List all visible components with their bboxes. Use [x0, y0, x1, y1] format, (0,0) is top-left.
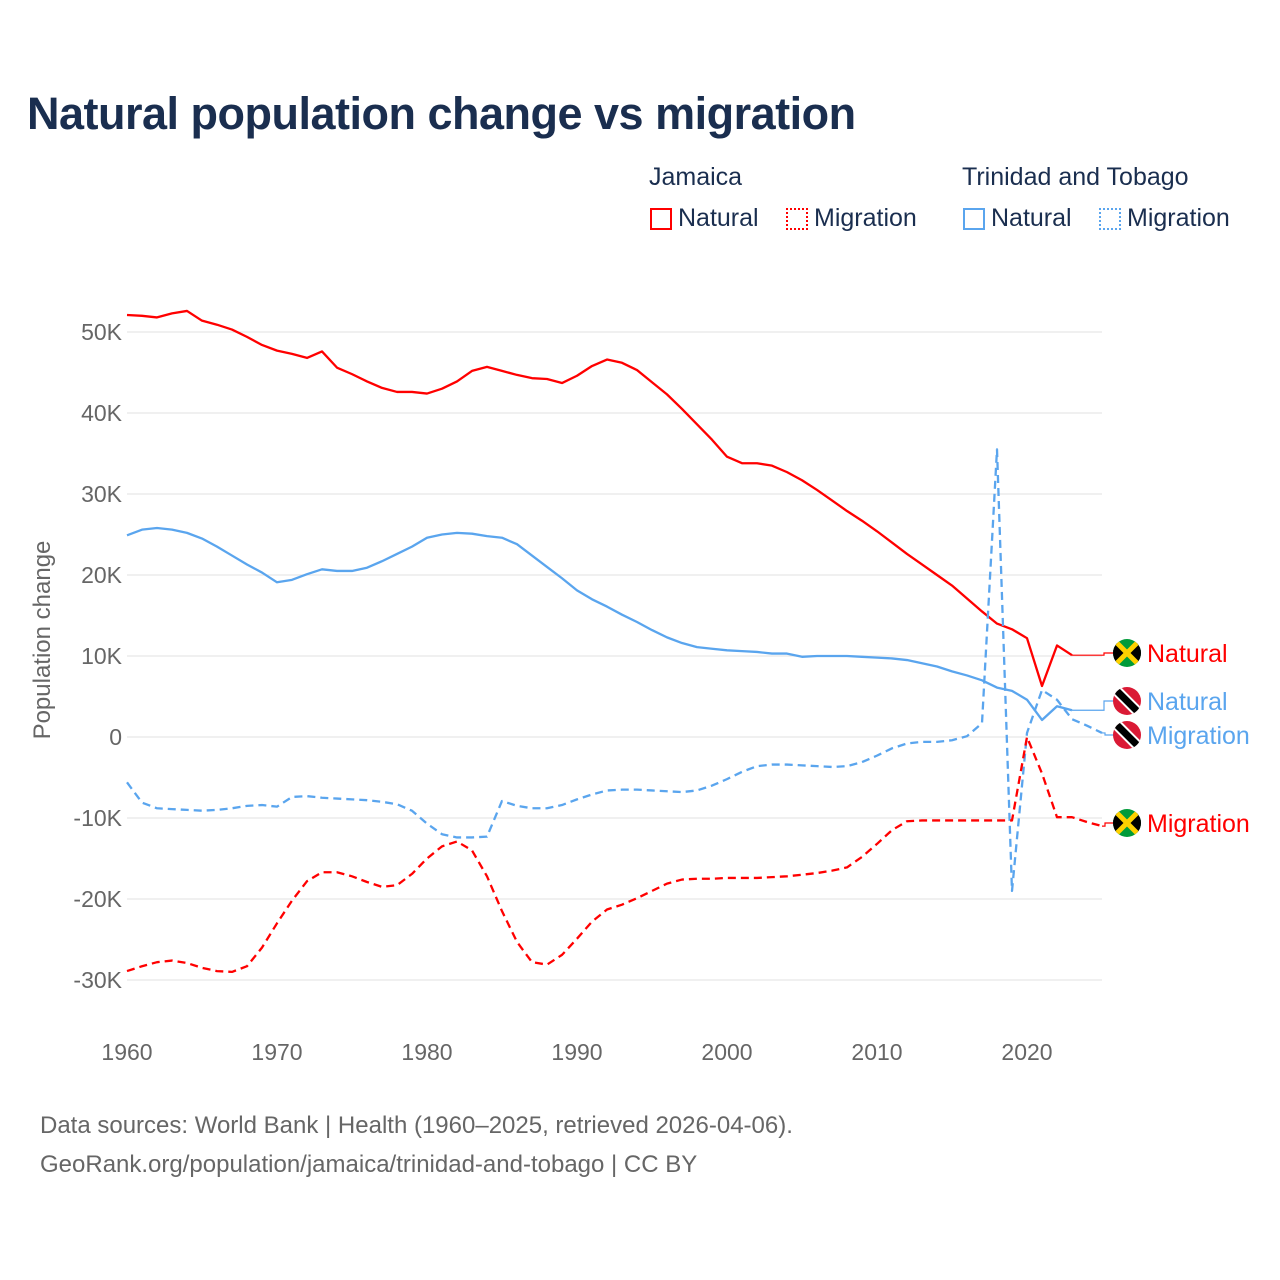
y-tick-label: 0: [109, 724, 122, 750]
legend-group-trinidad: Trinidad and Tobago: [962, 163, 1189, 191]
series-line-jamaica-natural: [126, 309, 1073, 688]
end-label: Natural: [1147, 688, 1228, 716]
legend-item-trinidad-natural[interactable]: Natural: [963, 204, 1072, 233]
y-tick-label: 20K: [81, 562, 123, 588]
y-tick-label: 30K: [81, 481, 123, 507]
solid-swatch-icon: [650, 207, 672, 230]
label-connector: [1072, 652, 1115, 656]
trinidad-flag-icon: [1113, 687, 1141, 715]
x-tick-label: 2010: [851, 1039, 902, 1065]
footer: Data sources: World Bank | Health (1960–…: [40, 1106, 793, 1184]
series-line-trinidad-and-tobago-migration: [126, 448, 1103, 893]
dotted-swatch-icon: [1099, 207, 1121, 230]
x-tick-label: 1970: [251, 1039, 302, 1065]
label-connector: [1102, 732, 1115, 736]
end-label: Natural: [1147, 640, 1228, 668]
jamaica-flag-icon: [1113, 809, 1141, 837]
trinidad-flag-icon: [1113, 721, 1141, 749]
legend-group-jamaica: Jamaica: [649, 163, 743, 191]
legend-label: Natural: [678, 204, 759, 232]
legend-item-jamaica-migration[interactable]: Migration: [786, 204, 917, 233]
legend-item-trinidad-migration[interactable]: Migration: [1099, 204, 1230, 233]
solid-swatch-icon: [963, 207, 985, 230]
x-tick-label: 1980: [401, 1039, 452, 1065]
x-tick-label: 1990: [551, 1039, 602, 1065]
dotted-swatch-icon: [786, 207, 808, 230]
label-connector: [1072, 700, 1115, 711]
legend-label: Natural: [991, 204, 1072, 232]
y-tick-label: -20K: [73, 886, 122, 912]
y-tick-label: 40K: [81, 400, 123, 426]
legend-label: Migration: [814, 204, 917, 232]
x-tick-label: 1960: [101, 1039, 152, 1065]
y-tick-label: -30K: [73, 967, 122, 993]
x-tick-label: 2020: [1001, 1039, 1052, 1065]
series-line-trinidad-and-tobago-natural: [126, 526, 1073, 722]
legend-label: Migration: [1127, 204, 1230, 232]
y-tick-label: 10K: [81, 643, 123, 669]
y-tick-label: 50K: [81, 319, 123, 345]
y-axis-label: Population change: [29, 541, 56, 740]
end-label: Migration: [1147, 722, 1250, 750]
series-line-jamaica-migration: [126, 735, 1103, 974]
chart-title: Natural population change vs migration: [27, 88, 856, 139]
data-source-text: Data sources: World Bank | Health (1960–…: [40, 1112, 793, 1139]
x-tick-label: 2000: [701, 1039, 752, 1065]
label-connector: [1102, 822, 1115, 827]
end-label: Migration: [1147, 810, 1250, 838]
jamaica-flag-icon: [1113, 639, 1141, 667]
source-url-text: GeoRank.org/population/jamaica/trinidad-…: [40, 1151, 698, 1178]
y-tick-label: -10K: [73, 805, 122, 831]
legend-item-jamaica-natural[interactable]: Natural: [650, 204, 759, 233]
